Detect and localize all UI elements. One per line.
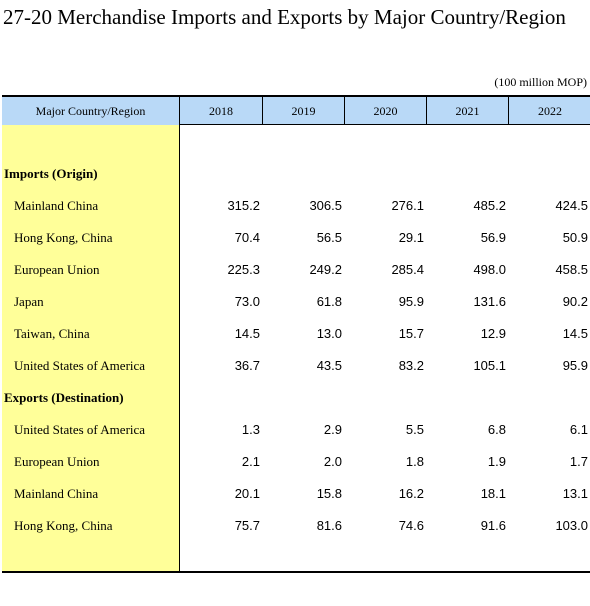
value-cell-2020: 285.4 bbox=[391, 262, 424, 277]
header-year-2018: 2018 bbox=[209, 104, 233, 118]
value-cell-2019: 306.5 bbox=[309, 198, 342, 213]
value-cell-2018: 73.0 bbox=[234, 294, 260, 309]
row-label: Taiwan, China bbox=[14, 326, 90, 341]
row-label: Mainland China bbox=[14, 198, 99, 213]
section-label: Imports (Origin) bbox=[4, 166, 98, 181]
value-cell-2018: 20.1 bbox=[234, 486, 260, 501]
table-row: European Union 225.3 249.2 285.4 498.0 458.5 bbox=[0, 262, 590, 294]
value-cell-2018: 225.3 bbox=[227, 262, 260, 277]
value-cell-2019: 61.8 bbox=[316, 294, 342, 309]
page-title: 27-20 Merchandise Imports and Exports by… bbox=[3, 5, 566, 29]
value-cell-2021: 105.1 bbox=[473, 358, 506, 373]
row-label: Japan bbox=[14, 294, 44, 309]
value-cell-2021: 12.9 bbox=[480, 326, 506, 341]
row-label: United States of America bbox=[14, 422, 146, 437]
value-cell-2020: 29.1 bbox=[398, 230, 424, 245]
value-cell-2022: 103.0 bbox=[555, 518, 588, 533]
table-row: Japan 73.0 61.8 95.9 131.6 90.2 bbox=[0, 294, 590, 326]
value-cell-2019: 15.8 bbox=[316, 486, 342, 501]
value-cell-2018: 36.7 bbox=[234, 358, 260, 373]
header-year-2022: 2022 bbox=[508, 97, 590, 125]
row-label: European Union bbox=[14, 454, 100, 469]
value-cell-2022: 50.9 bbox=[562, 230, 588, 245]
value-cell-2021: 1.9 bbox=[487, 454, 506, 469]
value-cell-2022: 6.1 bbox=[569, 422, 588, 437]
value-cell-2022: 424.5 bbox=[555, 198, 588, 213]
value-cell-2018: 75.7 bbox=[234, 518, 260, 533]
table-header: Major Country/Region 2018 2019 2020 2021… bbox=[2, 95, 590, 125]
header-year-2021: 2021 bbox=[426, 97, 508, 125]
unit-note: (100 million MOP) bbox=[494, 75, 587, 89]
value-cell-2021: 498.0 bbox=[473, 262, 506, 277]
table-row: United States of America 36.7 43.5 83.2 105.… bbox=[0, 358, 590, 390]
value-cell-2018: 2.1 bbox=[241, 454, 260, 469]
table-row: European Union 2.1 2.0 1.8 1.9 1.7 bbox=[0, 454, 590, 486]
value-cell-2019: 13.0 bbox=[316, 326, 342, 341]
value-cell-2020: 83.2 bbox=[398, 358, 424, 373]
value-cell-2019: 249.2 bbox=[309, 262, 342, 277]
value-cell-2020: 74.6 bbox=[398, 518, 424, 533]
table-row: Mainland China 315.2 306.5 276.1 485.2 424.5 bbox=[0, 198, 590, 230]
value-cell-2019: 2.9 bbox=[323, 422, 342, 437]
value-cell-2019: 81.6 bbox=[316, 518, 342, 533]
value-cell-2020: 16.2 bbox=[398, 486, 424, 501]
header-country-region: Major Country/Region bbox=[2, 97, 180, 125]
row-label: Hong Kong, China bbox=[14, 230, 113, 245]
value-cell-2021: 18.1 bbox=[480, 486, 506, 501]
table-row: Mainland China 20.1 15.8 16.2 18.1 13.1 bbox=[0, 486, 590, 518]
row-label: United States of America bbox=[14, 358, 146, 373]
bottom-rule bbox=[2, 571, 590, 573]
value-cell-2019: 43.5 bbox=[316, 358, 342, 373]
row-label-column bbox=[2, 95, 180, 572]
header-year-2019: 2019 bbox=[262, 97, 344, 125]
value-cell-2021: 56.9 bbox=[480, 230, 506, 245]
value-cell-2018: 1.3 bbox=[241, 422, 260, 437]
value-cell-2018: 315.2 bbox=[227, 198, 260, 213]
value-cell-2021: 131.6 bbox=[473, 294, 506, 309]
value-cell-2019: 56.5 bbox=[316, 230, 342, 245]
value-cell-2020: 1.8 bbox=[405, 454, 424, 469]
value-cell-2022: 1.7 bbox=[569, 454, 588, 469]
value-cell-2019: 2.0 bbox=[323, 454, 342, 469]
header-year-2020: 2020 bbox=[344, 97, 426, 125]
value-cell-2020: 15.7 bbox=[398, 326, 424, 341]
value-cell-2022: 14.5 bbox=[562, 326, 588, 341]
table-row: United States of America 1.3 2.9 5.5 6.8 6.1 bbox=[0, 422, 590, 454]
table-row: Hong Kong, China 70.4 56.5 29.1 56.9 50.9 bbox=[0, 230, 590, 262]
row-label: Mainland China bbox=[14, 486, 99, 501]
value-cell-2021: 91.6 bbox=[480, 518, 506, 533]
table-row: Hong Kong, China 75.7 81.6 74.6 91.6 103.0 bbox=[0, 518, 590, 550]
value-cell-2022: 13.1 bbox=[562, 486, 588, 501]
value-cell-2022: 458.5 bbox=[555, 262, 588, 277]
value-cell-2021: 485.2 bbox=[473, 198, 506, 213]
value-cell-2018: 14.5 bbox=[234, 326, 260, 341]
value-cell-2022: 95.9 bbox=[562, 358, 588, 373]
value-cell-2022: 90.2 bbox=[562, 294, 588, 309]
section-label: Exports (Destination) bbox=[4, 390, 124, 405]
value-cell-2020: 95.9 bbox=[398, 294, 424, 309]
value-cell-2021: 6.8 bbox=[487, 422, 506, 437]
row-label: European Union bbox=[14, 262, 100, 277]
row-label: Hong Kong, China bbox=[14, 518, 113, 533]
value-cell-2020: 276.1 bbox=[391, 198, 424, 213]
section-header-row: Imports (Origin) bbox=[0, 166, 590, 198]
value-cell-2018: 70.4 bbox=[234, 230, 260, 245]
value-cell-2020: 5.5 bbox=[405, 422, 424, 437]
section-header-row: Exports (Destination) bbox=[0, 390, 590, 422]
table-row: Taiwan, China 14.5 13.0 15.7 12.9 14.5 bbox=[0, 326, 590, 358]
